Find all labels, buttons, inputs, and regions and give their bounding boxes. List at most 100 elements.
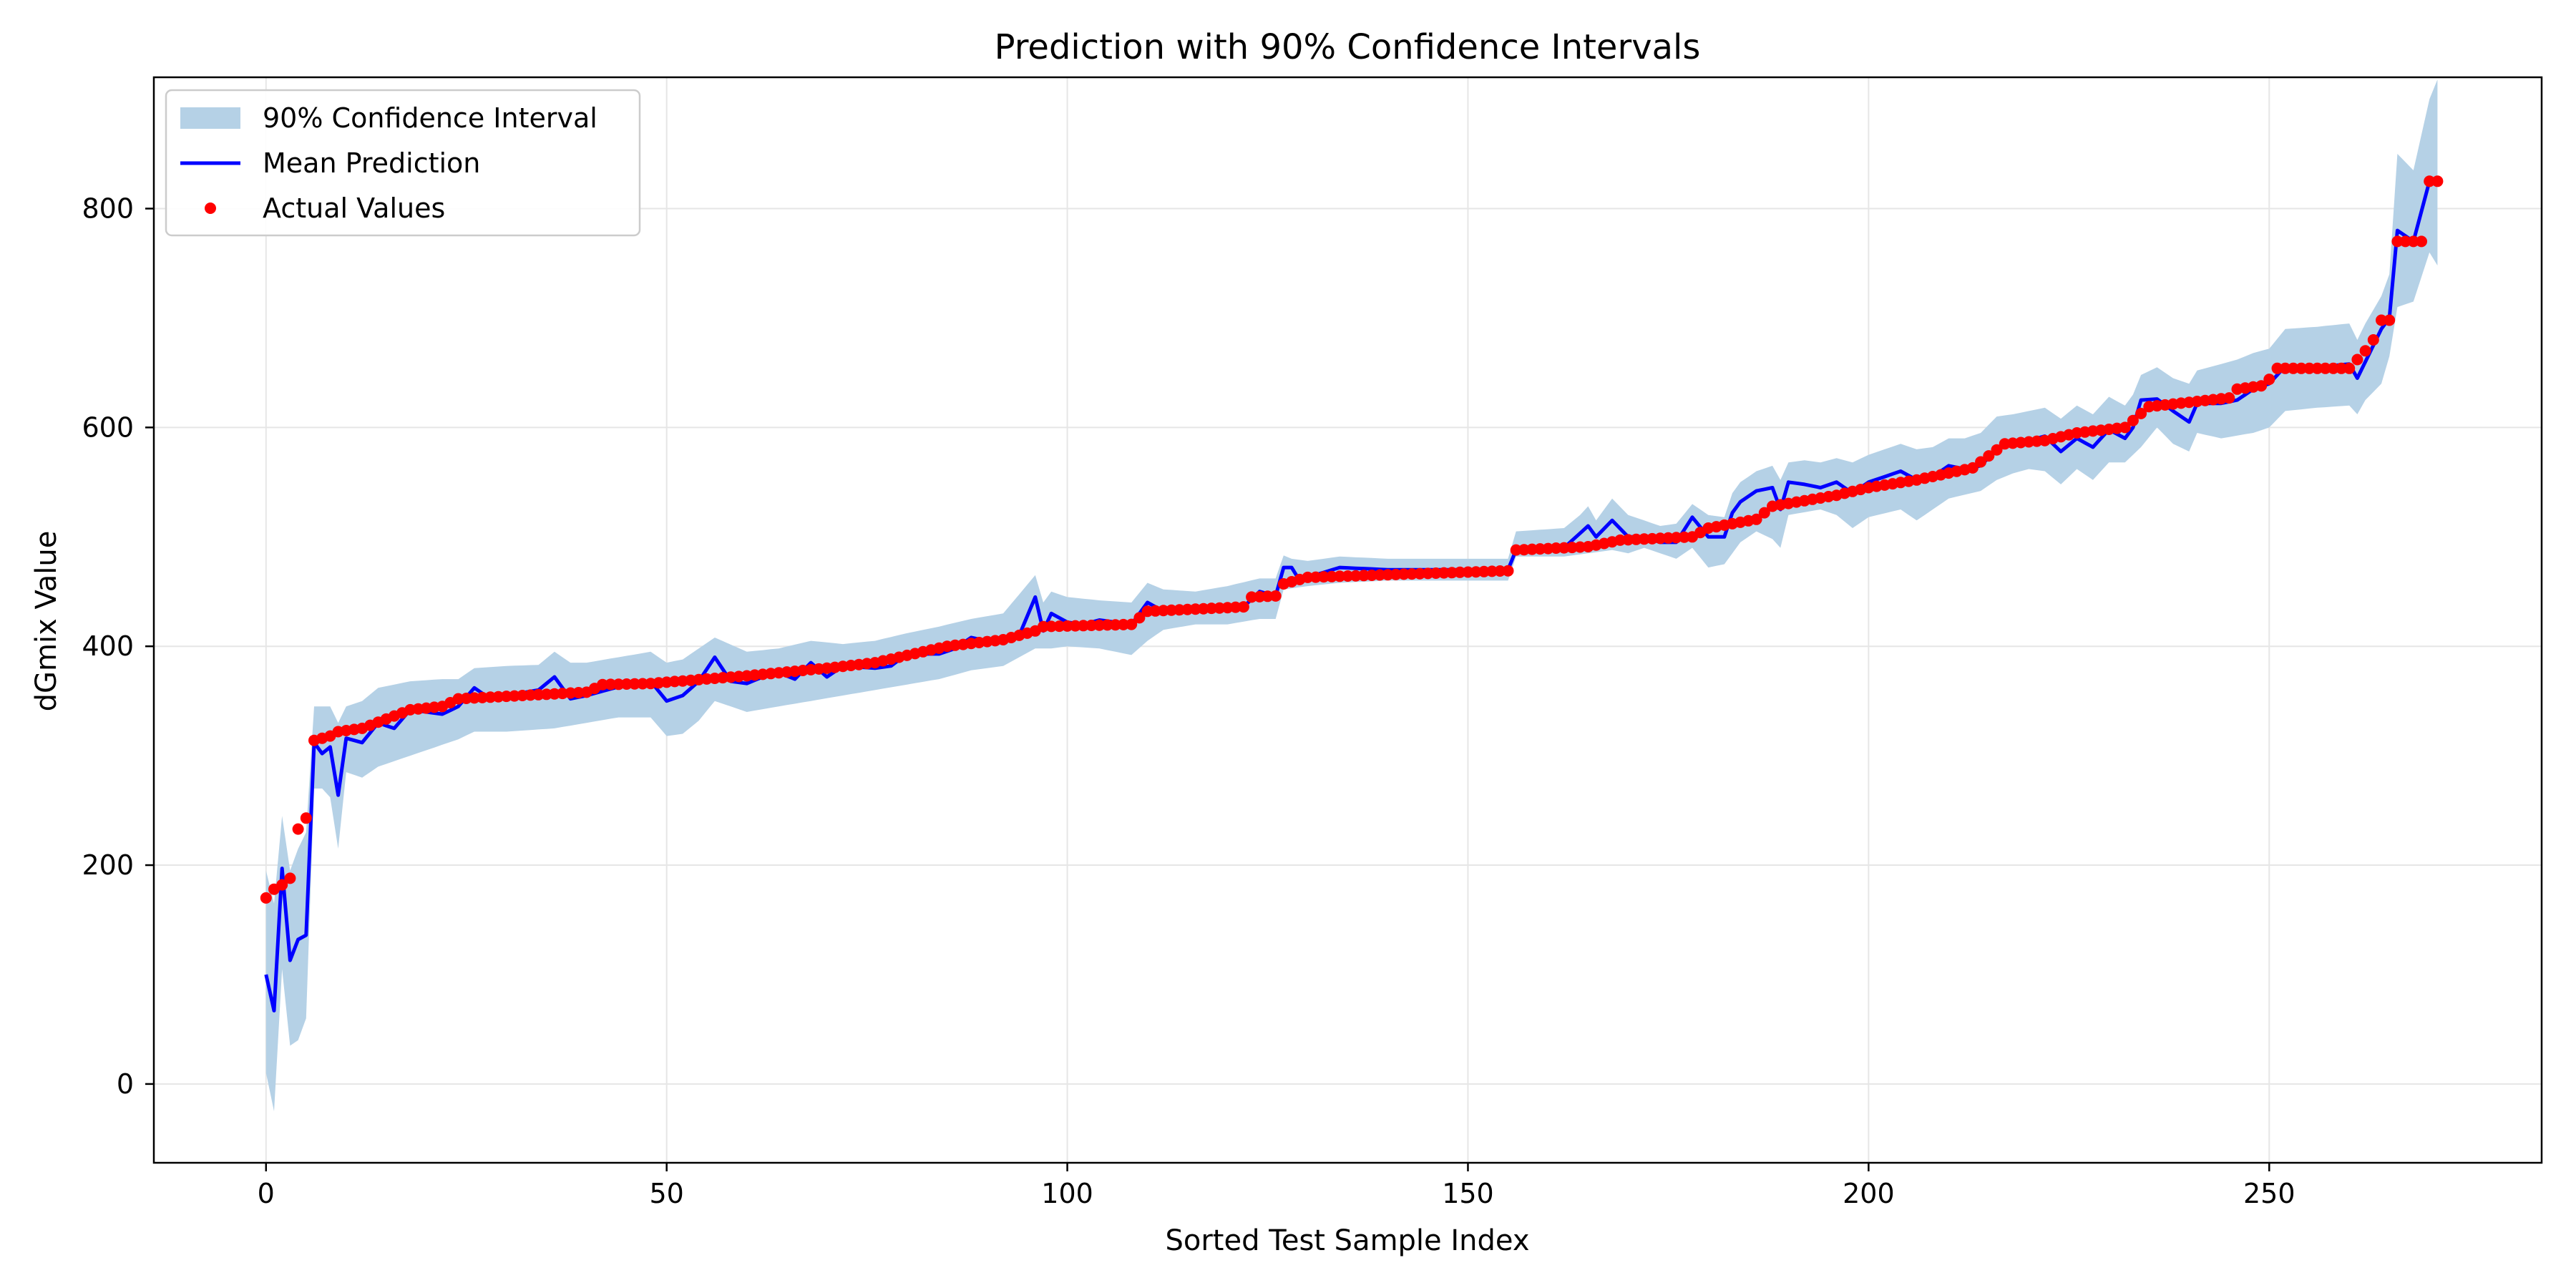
actual-value-point	[2416, 235, 2427, 248]
legend: 90% Confidence Interval Mean Prediction Ac…	[165, 89, 641, 237]
actual-value-point	[628, 678, 640, 690]
y-tick-label: 800	[82, 193, 134, 225]
actual-value-point	[1366, 570, 1378, 581]
actual-value-point	[1214, 602, 1226, 614]
legend-label: 90% Confidence Interval	[263, 102, 597, 134]
actual-value-point	[1206, 602, 1218, 615]
actual-value-point	[2359, 345, 2371, 357]
actual-value-point	[1342, 570, 1354, 582]
actual-value-point	[284, 872, 296, 884]
legend-label: Mean Prediction	[263, 147, 480, 179]
actual-value-point	[1237, 601, 1249, 613]
actual-value-point	[1630, 533, 1642, 545]
legend-band-swatch	[180, 107, 240, 129]
actual-value-point	[2287, 362, 2299, 374]
actual-value-point	[1133, 612, 1146, 624]
actual-value-point	[1069, 620, 1081, 632]
actual-value-point	[2407, 235, 2419, 248]
actual-value-point	[2391, 235, 2404, 248]
actual-value-point	[1638, 533, 1650, 545]
x-tick-label: 0	[258, 1178, 275, 1209]
actual-value-point	[1558, 542, 1570, 554]
actual-value-point	[1966, 462, 1979, 474]
actual-value-point	[1262, 590, 1274, 602]
y-axis-ticks: 0 200 400 600 800	[82, 193, 154, 1100]
actual-value-point	[1085, 620, 1098, 631]
actual-value-point	[2327, 362, 2339, 374]
actual-value-point	[1397, 568, 1410, 580]
actual-value-point	[1374, 569, 1386, 581]
actual-value-point	[1078, 620, 1089, 632]
actual-value-point	[1157, 605, 1169, 617]
actual-value-point	[1758, 507, 1770, 519]
actual-value-point	[1526, 543, 1538, 555]
actual-value-point	[1101, 619, 1113, 631]
actual-value-point	[1446, 567, 1458, 579]
actual-value-point	[605, 678, 617, 691]
axes-frame	[152, 76, 2543, 1164]
actual-value-point	[1550, 542, 1562, 554]
actual-value-point	[565, 687, 577, 699]
actual-value-point	[1334, 570, 1346, 582]
actual-value-point	[2367, 334, 2379, 346]
plot-area	[260, 79, 2444, 1112]
x-tick-label: 150	[1442, 1178, 1494, 1209]
actual-value-point	[500, 691, 512, 703]
actual-value-point	[1478, 565, 1490, 577]
x-axis-ticks: 0 50 100 150 200 250	[258, 1163, 2296, 1209]
x-tick-label: 250	[2243, 1178, 2296, 1209]
actual-value-point	[2399, 235, 2411, 248]
actual-value-point	[2271, 362, 2283, 374]
actual-value-point	[1309, 571, 1322, 583]
actual-value-point	[1678, 531, 1690, 543]
actual-value-point	[637, 678, 649, 690]
actual-value-point	[1118, 618, 1129, 630]
actual-value-point	[1189, 603, 1201, 615]
x-tick-label: 100	[1041, 1178, 1093, 1209]
actual-value-point	[2119, 421, 2131, 434]
y-tick-label: 600	[82, 411, 134, 443]
x-tick-label: 50	[649, 1178, 683, 1209]
actual-value-point	[1350, 570, 1362, 582]
actual-value-point	[1246, 591, 1258, 603]
actual-value-point	[1430, 567, 1442, 579]
legend-marker-swatch	[205, 203, 216, 214]
actual-value-point	[597, 678, 609, 691]
actual-value-point	[2351, 353, 2363, 366]
y-tick-label: 400	[82, 630, 134, 662]
legend-label: Actual Values	[263, 192, 445, 224]
actual-value-point	[1061, 620, 1073, 632]
actual-value-point	[2296, 362, 2308, 374]
actual-value-point	[1422, 567, 1434, 580]
actual-value-point	[1574, 541, 1586, 553]
actual-value-point	[1470, 566, 1482, 578]
actual-value-point	[2384, 314, 2396, 326]
actual-value-point	[2336, 362, 2348, 374]
actual-value-point	[1317, 571, 1330, 583]
actual-value-point	[2255, 380, 2268, 392]
actual-value-point	[532, 688, 545, 701]
actual-value-point	[1614, 534, 1626, 546]
y-tick-label: 200	[82, 849, 134, 881]
actual-value-point	[1045, 620, 1058, 633]
actual-value-point	[276, 879, 288, 891]
actual-value-point	[1438, 567, 1450, 579]
actual-value-point	[1229, 601, 1241, 613]
actual-value-point	[1093, 619, 1106, 631]
actual-value-point	[292, 823, 304, 835]
actual-value-point	[1975, 456, 1987, 468]
actual-value-point	[2303, 362, 2316, 374]
actual-value-point	[620, 678, 633, 690]
actual-value-point	[1326, 570, 1338, 582]
actual-value-point	[2424, 175, 2436, 187]
actual-value-point	[2319, 362, 2331, 374]
x-axis-label: Sorted Test Sample Index	[1165, 1224, 1529, 1257]
actual-value-point	[1454, 566, 1466, 578]
actual-value-point	[2135, 407, 2147, 419]
actual-value-point	[1494, 565, 1506, 577]
actual-value-point	[2279, 362, 2291, 374]
y-tick-label: 0	[117, 1068, 134, 1100]
actual-value-point	[1662, 532, 1674, 544]
actual-value-point	[468, 692, 480, 704]
